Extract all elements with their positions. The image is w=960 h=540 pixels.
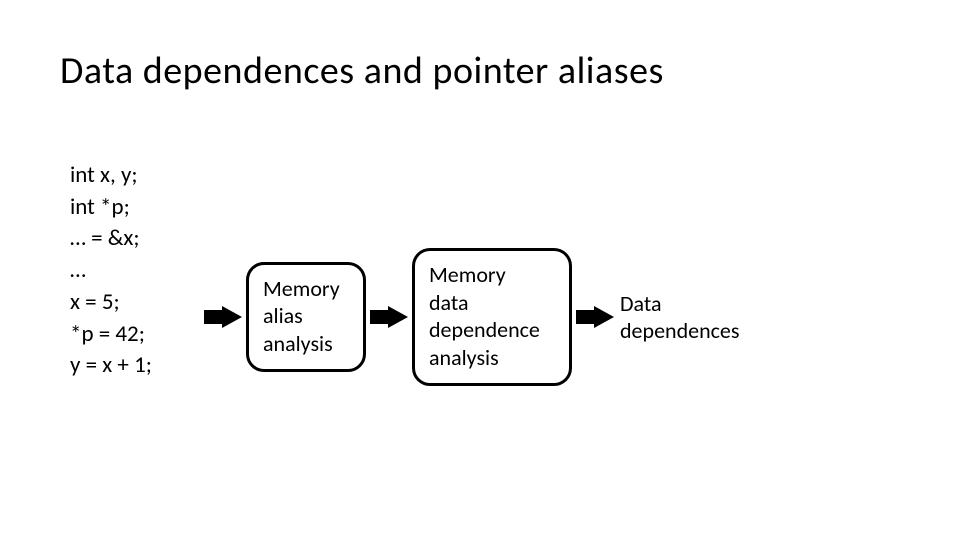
box-line: Memory [429,261,555,289]
box-dependence-analysis: Memory data dependence analysis [412,248,572,386]
box-line: dependence [429,316,555,344]
code-line: y = x + 1; [70,350,152,382]
output-label: Data dependences [620,290,740,345]
code-line: … = &x; [70,223,152,255]
box-line: analysis [429,344,555,372]
code-line: int *p; [70,192,152,224]
code-line: *p = 42; [70,319,152,351]
code-line: x = 5; [70,287,152,319]
box-line: data [429,289,555,317]
box-line: alias [263,302,349,330]
box-line: analysis [263,330,349,358]
arrow-icon [576,306,614,328]
slide-title: Data dependences and pointer aliases [60,48,664,94]
code-line: … [70,255,152,287]
arrow-icon [204,306,242,328]
code-line: int x, y; [70,160,152,192]
arrow-icon [370,306,408,328]
flow-diagram: Memory alias analysis Memory data depend… [200,248,740,386]
output-line: dependences [620,317,740,345]
code-block: int x, y; int *p; … = &x; … x = 5; *p = … [70,160,152,382]
box-alias-analysis: Memory alias analysis [246,262,366,373]
output-line: Data [620,290,740,318]
box-line: Memory [263,275,349,303]
